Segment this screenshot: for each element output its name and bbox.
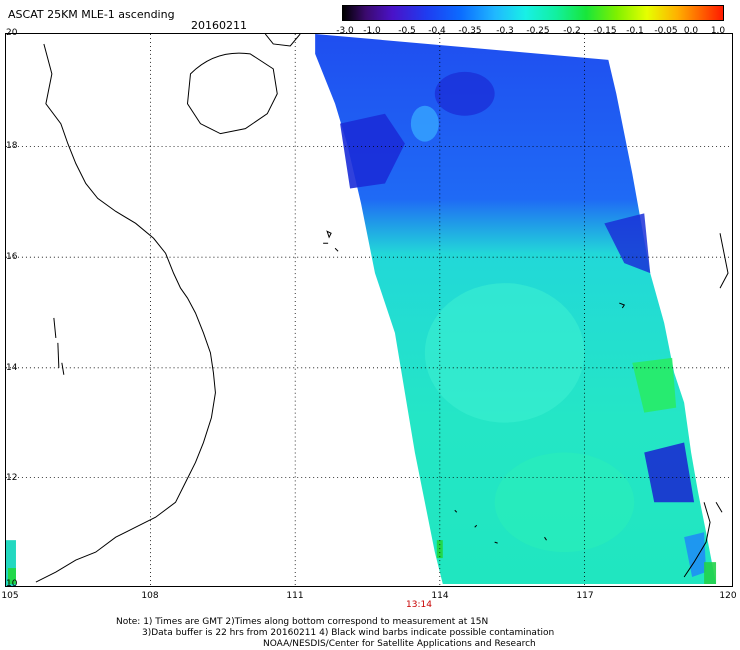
colorbar-label: -0.05 <box>654 26 678 36</box>
footer-note-line2: 3)Data buffer is 22 hrs from 20160211 4)… <box>142 628 555 638</box>
lat-label: 12 <box>6 473 18 483</box>
graticule <box>6 34 732 586</box>
corner-swath-fragment <box>6 540 16 586</box>
lon-label: 117 <box>576 591 594 601</box>
lon-label: 111 <box>286 591 304 601</box>
footer-note-line1: Note: 1) Times are GMT 2)Times along bot… <box>116 617 489 627</box>
colorbar-label: -3.0 <box>336 26 354 36</box>
lat-label: 20 <box>6 28 18 38</box>
map-panel <box>5 33 733 587</box>
lon-label: 105 <box>1 591 19 601</box>
product-date: 20160211 <box>191 19 247 32</box>
colorbar-label: -0.25 <box>526 26 550 36</box>
coastline <box>35 34 729 583</box>
lat-label: 18 <box>6 141 18 151</box>
colorbar-label: -0.3 <box>496 26 514 36</box>
lon-label: 114 <box>431 591 449 601</box>
colorbar-label: -1.0 <box>363 26 381 36</box>
colorbar-label: -0.35 <box>458 26 482 36</box>
colorbar-label: -0.1 <box>626 26 644 36</box>
color-scale-bar <box>342 5 724 21</box>
product-title: ASCAT 25KM MLE-1 ascending <box>8 8 175 21</box>
colorbar-label: 0.0 <box>683 26 699 36</box>
pass-time-label: 13:14 <box>406 600 432 610</box>
scatterometer-swath <box>315 34 717 585</box>
colorbar-label: -0.15 <box>593 26 617 36</box>
colorbar-label: 1.0 <box>710 26 726 36</box>
lat-label: 10 <box>6 579 18 589</box>
footer-credit: NOAA/NESDIS/Center for Satellite Applica… <box>263 639 536 649</box>
lon-label: 108 <box>141 591 159 601</box>
colorbar-label: -0.4 <box>428 26 446 36</box>
lat-label: 14 <box>6 363 18 373</box>
lat-label: 16 <box>6 252 18 262</box>
colorbar-label: -0.2 <box>563 26 581 36</box>
colorbar-label: -0.5 <box>398 26 416 36</box>
lon-label: 120 <box>719 591 737 601</box>
